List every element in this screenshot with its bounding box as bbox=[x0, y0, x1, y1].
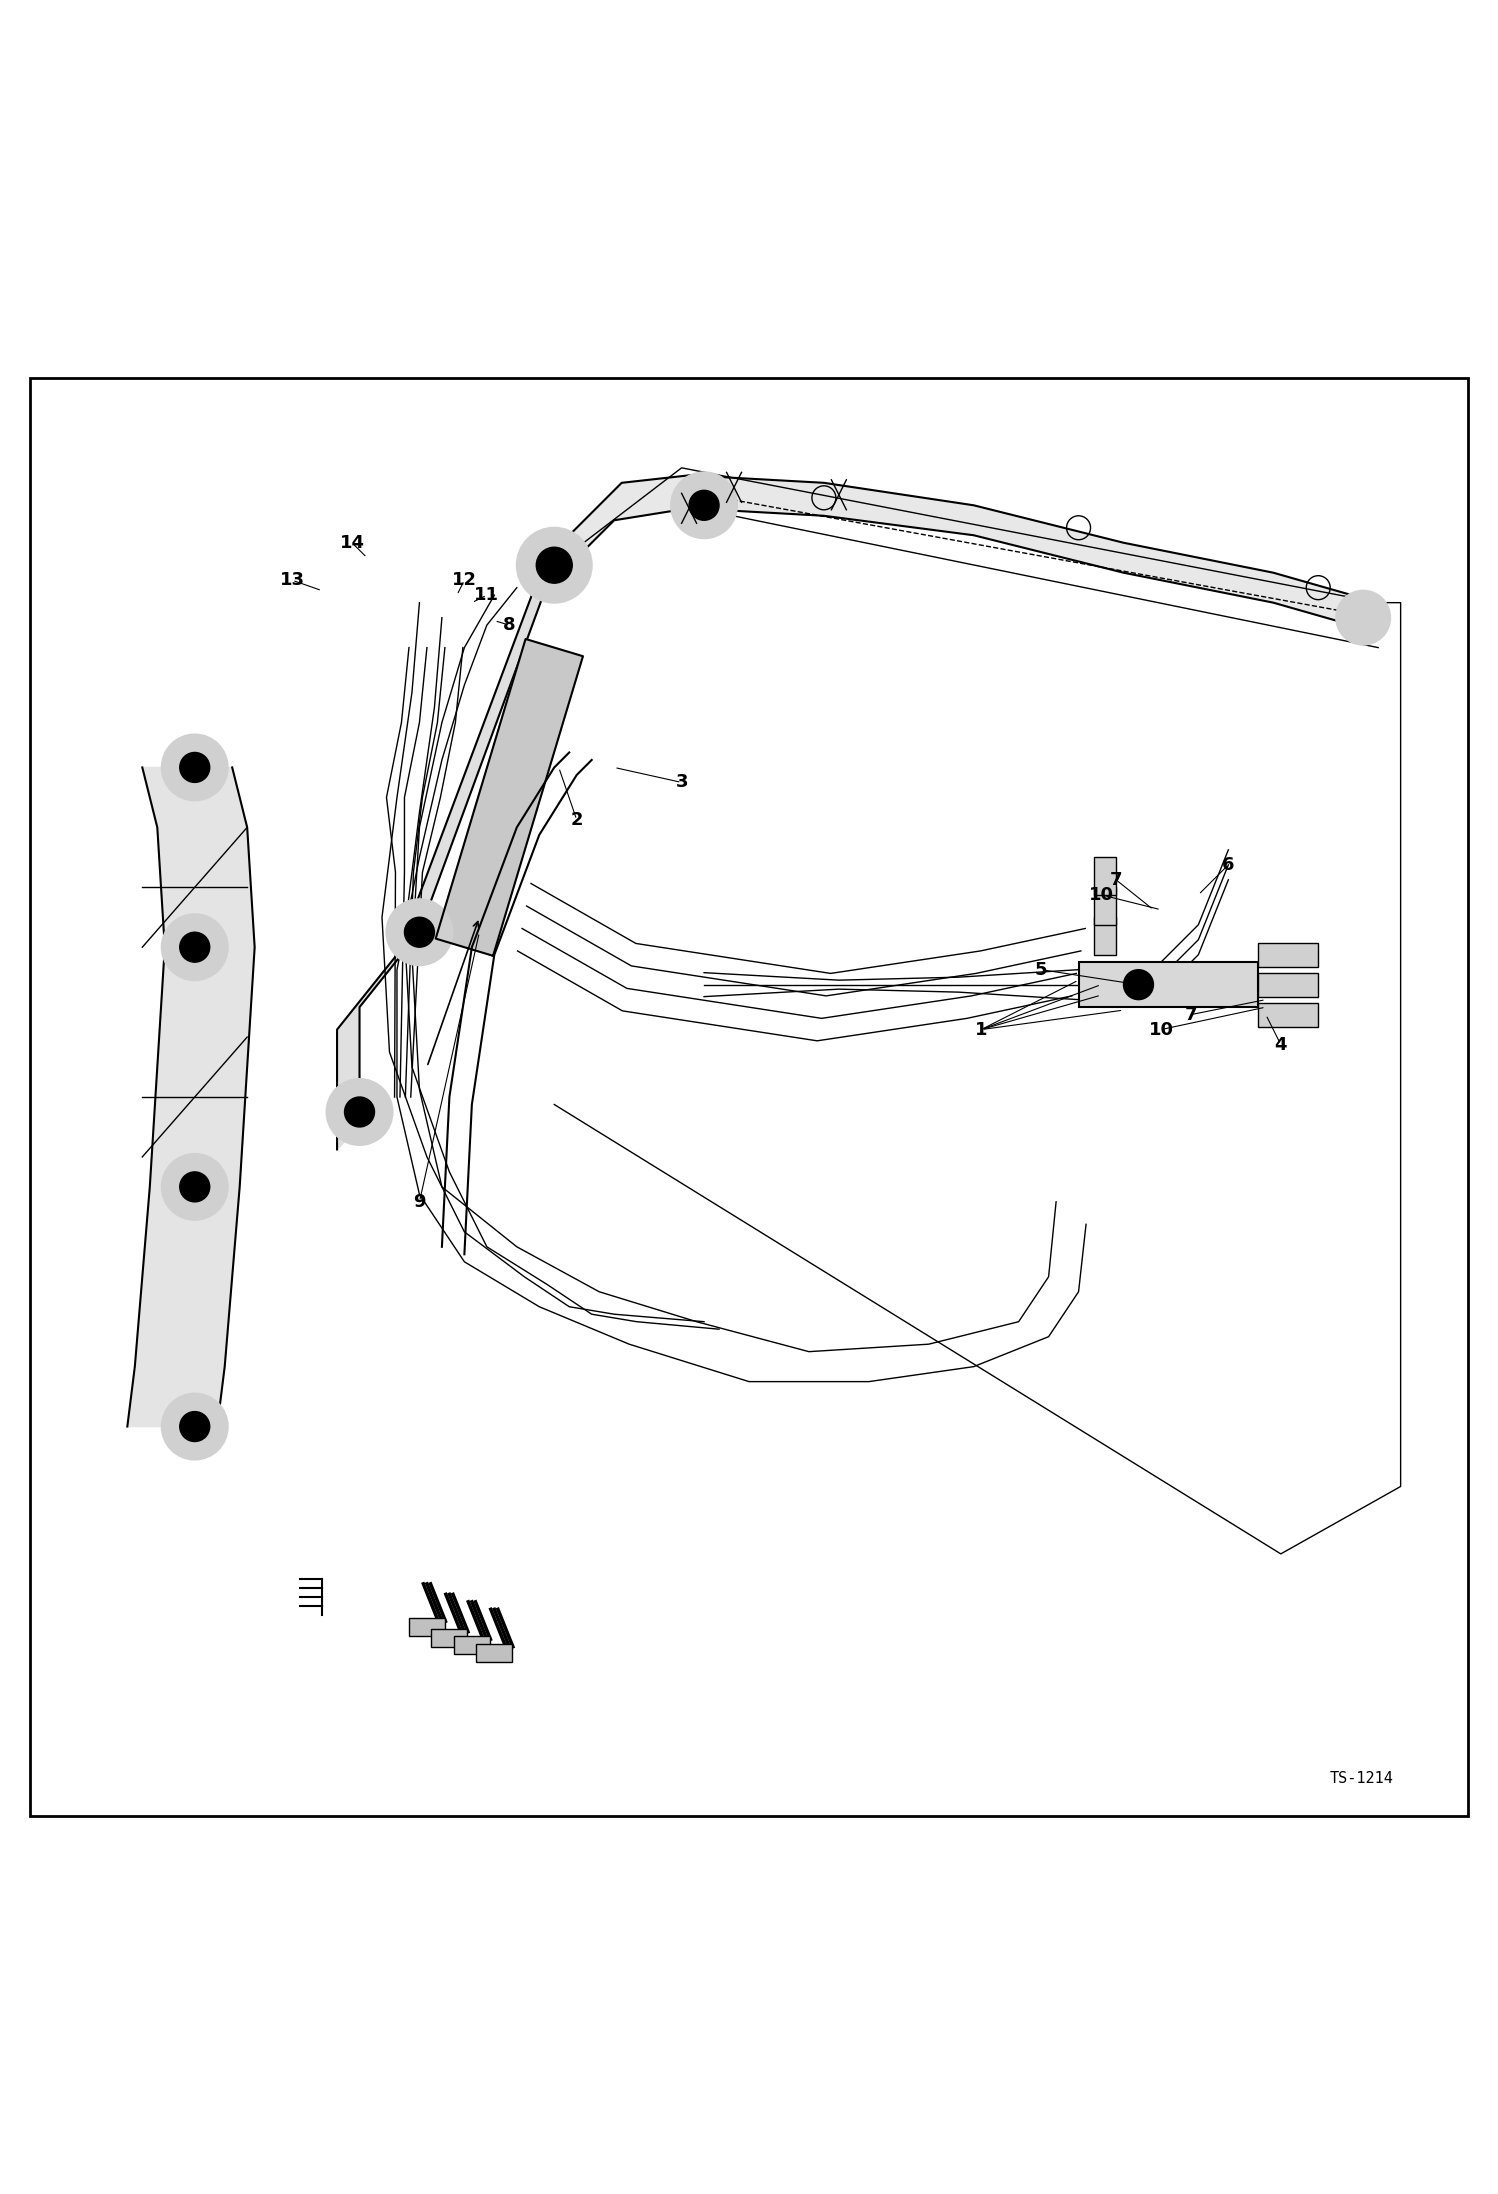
Text: 6: 6 bbox=[1222, 856, 1234, 873]
Circle shape bbox=[345, 1097, 374, 1128]
Circle shape bbox=[536, 546, 572, 584]
Bar bbox=[1094, 917, 1116, 954]
Text: 14: 14 bbox=[340, 533, 364, 551]
Bar bbox=[1094, 858, 1116, 895]
Circle shape bbox=[404, 917, 434, 948]
Text: 11: 11 bbox=[475, 586, 499, 603]
Bar bbox=[476, 1643, 512, 1661]
Circle shape bbox=[1124, 970, 1153, 1000]
Circle shape bbox=[671, 472, 737, 538]
Text: 4: 4 bbox=[1275, 1036, 1287, 1053]
Bar bbox=[1258, 1003, 1318, 1027]
Bar bbox=[431, 1628, 467, 1648]
Circle shape bbox=[162, 1154, 228, 1220]
Circle shape bbox=[180, 1411, 210, 1441]
Text: 10: 10 bbox=[1149, 1020, 1173, 1038]
Text: 10: 10 bbox=[1089, 886, 1113, 904]
Text: 3: 3 bbox=[676, 774, 688, 792]
Circle shape bbox=[162, 735, 228, 801]
Polygon shape bbox=[127, 768, 255, 1426]
Text: 12: 12 bbox=[452, 570, 476, 590]
Text: 7: 7 bbox=[1185, 1005, 1197, 1025]
Circle shape bbox=[689, 489, 719, 520]
Bar bbox=[1094, 886, 1116, 924]
Text: 8: 8 bbox=[503, 617, 515, 634]
Text: 2: 2 bbox=[571, 812, 583, 829]
Text: 5: 5 bbox=[1035, 961, 1047, 979]
Circle shape bbox=[327, 1079, 392, 1145]
Bar bbox=[1258, 943, 1318, 968]
Circle shape bbox=[180, 1172, 210, 1202]
Polygon shape bbox=[436, 638, 583, 957]
Text: 7: 7 bbox=[1110, 871, 1122, 889]
Bar bbox=[1258, 972, 1318, 996]
Text: 13: 13 bbox=[280, 570, 304, 590]
Circle shape bbox=[1336, 590, 1390, 645]
Circle shape bbox=[180, 932, 210, 963]
Polygon shape bbox=[337, 542, 569, 1150]
Text: TS-1214: TS-1214 bbox=[1329, 1771, 1393, 1786]
Text: 1: 1 bbox=[975, 1020, 987, 1038]
Circle shape bbox=[162, 915, 228, 981]
Circle shape bbox=[162, 1393, 228, 1459]
Polygon shape bbox=[554, 476, 1378, 632]
Circle shape bbox=[517, 529, 592, 603]
Bar bbox=[1079, 963, 1258, 1007]
Circle shape bbox=[180, 753, 210, 783]
Circle shape bbox=[386, 900, 452, 965]
Text: 9: 9 bbox=[413, 1194, 425, 1211]
Bar bbox=[454, 1637, 490, 1654]
Bar bbox=[409, 1619, 445, 1637]
